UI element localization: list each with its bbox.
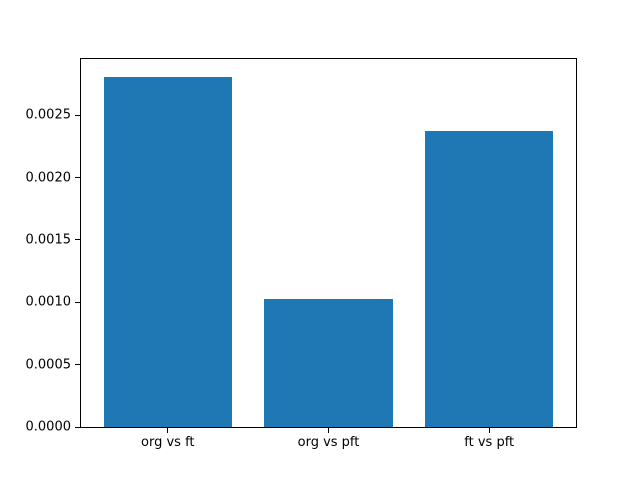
x-tick-mark bbox=[328, 428, 329, 433]
x-tick-mark bbox=[167, 428, 169, 433]
y-tick-label: 0.0015 bbox=[25, 232, 72, 248]
x-tick-mark bbox=[488, 428, 490, 433]
y-tick-mark bbox=[75, 301, 80, 303]
y-tick-mark bbox=[75, 114, 80, 116]
x-tick-label: ft vs pft bbox=[464, 435, 515, 450]
y-tick-mark bbox=[75, 426, 80, 428]
y-tick-label: 0.0005 bbox=[25, 357, 72, 373]
bar-org-vs-ft bbox=[103, 76, 233, 427]
y-tick-label: 0.0010 bbox=[25, 294, 72, 310]
x-tick-label: org vs ft bbox=[141, 435, 195, 450]
bar-ft-vs-pft bbox=[424, 131, 554, 427]
y-tick-label: 0.0025 bbox=[25, 107, 72, 123]
y-tick-label: 0.0020 bbox=[25, 170, 72, 186]
x-tick-label: org vs pft bbox=[297, 435, 360, 450]
y-tick-mark bbox=[75, 364, 80, 366]
y-tick-label: 0.0000 bbox=[25, 419, 72, 435]
bar-org-vs-pft bbox=[264, 298, 393, 427]
y-tick-mark bbox=[75, 177, 80, 179]
y-tick-mark bbox=[75, 239, 80, 241]
